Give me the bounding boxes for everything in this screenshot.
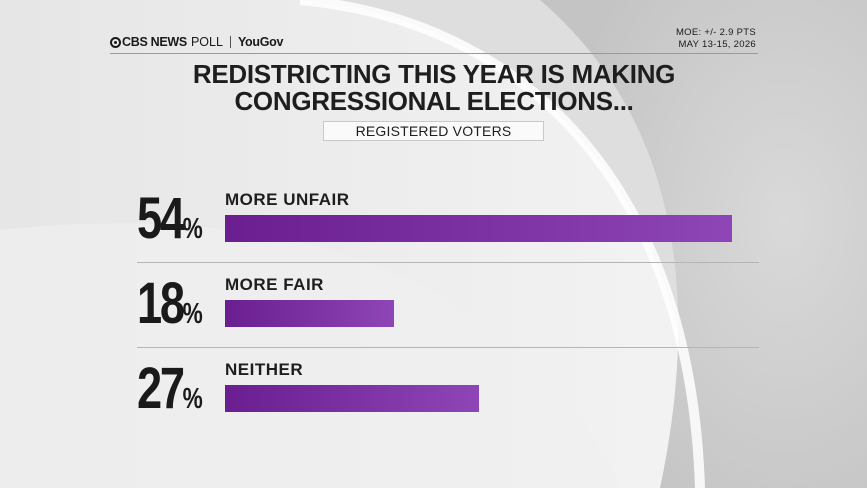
- chart-title: REDISTRICTING THIS YEAR IS MAKING CONGRE…: [110, 61, 758, 115]
- value-label: 27%: [137, 355, 203, 422]
- value-label: 54%: [137, 185, 203, 252]
- bar: [225, 385, 479, 412]
- bar: [225, 215, 732, 242]
- row-divider: [137, 262, 759, 263]
- bar: [225, 300, 394, 327]
- percent-sign: %: [182, 298, 203, 330]
- title-line-1: REDISTRICTING THIS YEAR IS MAKING: [192, 59, 676, 89]
- partner-name: YouGov: [237, 35, 284, 49]
- category-label: MORE FAIR: [225, 275, 324, 294]
- category-label: MORE UNFAIR: [225, 190, 350, 209]
- value-number: 54: [137, 186, 185, 251]
- value-label: 18%: [137, 270, 203, 337]
- brand-name: CBS NEWS: [122, 35, 187, 49]
- cbs-yougov-logo: CBS NEWS POLL YouGov: [110, 35, 283, 49]
- cbs-eye-icon: [110, 36, 121, 48]
- title-line-2: CONGRESSIONAL ELECTIONS...: [234, 86, 634, 116]
- percent-sign: %: [182, 383, 203, 415]
- percent-sign: %: [182, 213, 203, 245]
- poll-dates: MAY 13-15, 2026: [678, 39, 756, 50]
- poll-meta: MOE: +/- 2.9 PTS MAY 13-15, 2026: [676, 27, 756, 51]
- logo-separator: [229, 36, 231, 48]
- value-number: 27: [137, 356, 185, 421]
- margin-of-error: MOE: +/- 2.9 PTS: [675, 27, 756, 38]
- poll-label: POLL: [190, 35, 223, 49]
- subtitle-badge: REGISTERED VOTERS: [323, 121, 544, 141]
- value-number: 18: [137, 271, 185, 336]
- header-rule: [110, 53, 758, 54]
- row-divider: [137, 347, 759, 348]
- category-label: NEITHER: [225, 360, 304, 379]
